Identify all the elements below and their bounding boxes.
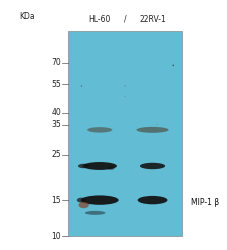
- Ellipse shape: [81, 85, 82, 87]
- Text: HL-60: HL-60: [89, 15, 111, 24]
- Text: 10: 10: [51, 232, 61, 241]
- Ellipse shape: [108, 166, 115, 170]
- Text: 15: 15: [51, 196, 61, 204]
- Ellipse shape: [138, 196, 168, 204]
- Text: KDa: KDa: [19, 12, 35, 21]
- Text: 35: 35: [51, 120, 61, 129]
- Text: 22RV-1: 22RV-1: [139, 15, 166, 24]
- Ellipse shape: [83, 162, 117, 170]
- Text: /: /: [124, 15, 126, 24]
- Ellipse shape: [79, 202, 89, 208]
- Ellipse shape: [87, 127, 112, 132]
- Ellipse shape: [136, 127, 169, 133]
- Ellipse shape: [157, 124, 158, 125]
- Ellipse shape: [173, 64, 174, 66]
- Ellipse shape: [140, 163, 165, 169]
- Ellipse shape: [78, 164, 89, 168]
- Ellipse shape: [81, 196, 119, 205]
- Text: 25: 25: [51, 150, 61, 159]
- FancyBboxPatch shape: [68, 31, 182, 236]
- Text: 55: 55: [51, 80, 61, 89]
- Ellipse shape: [77, 198, 86, 202]
- Text: MIP-1 β: MIP-1 β: [191, 198, 219, 207]
- Ellipse shape: [85, 211, 106, 215]
- Text: 70: 70: [51, 58, 61, 67]
- Text: 40: 40: [51, 108, 61, 117]
